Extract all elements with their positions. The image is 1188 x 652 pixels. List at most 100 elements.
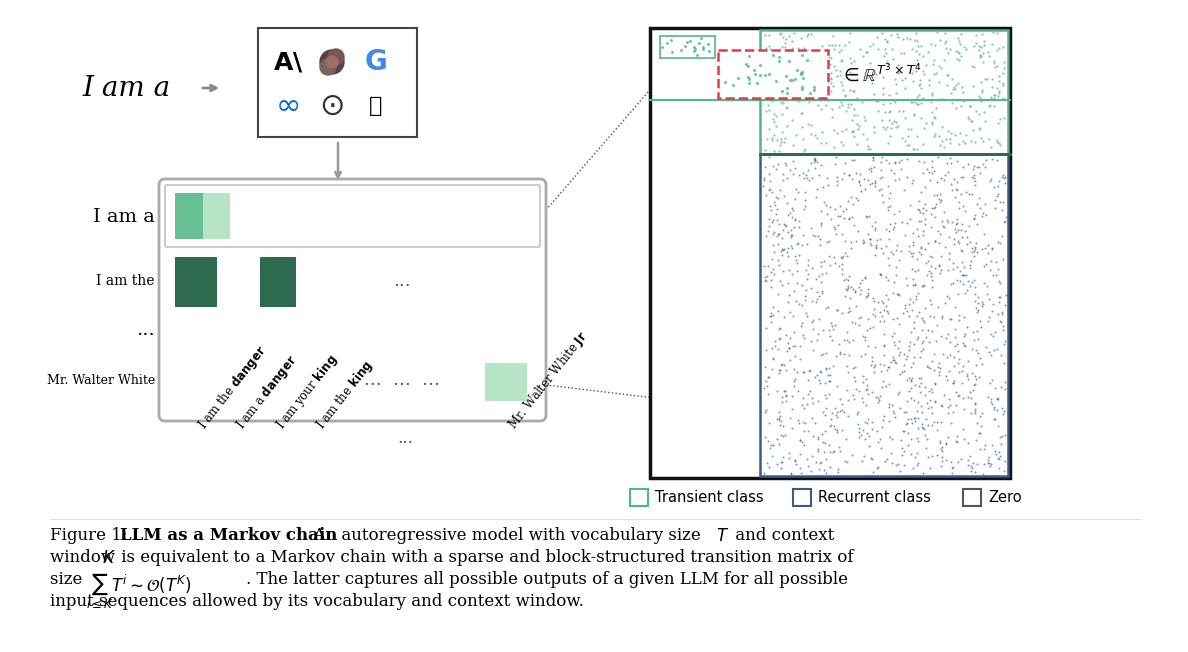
Point (820, 251, 839, 261)
Point (765, 197, 784, 207)
Point (909, 98, 928, 109)
Point (985, 55, 1004, 66)
Point (958, 231, 977, 242)
Point (822, 104, 841, 115)
Point (788, 415, 807, 426)
Point (988, 309, 1007, 319)
Point (785, 250, 804, 261)
Point (878, 252, 897, 263)
Point (923, 408, 942, 419)
Point (823, 361, 842, 371)
Point (862, 78, 881, 89)
Point (769, 344, 788, 355)
Point (839, 275, 858, 286)
Text: I am a: I am a (82, 74, 170, 102)
Point (942, 185, 961, 196)
Point (827, 71, 846, 82)
Point (781, 84, 800, 95)
Point (922, 402, 941, 412)
Point (820, 370, 839, 380)
Point (902, 361, 921, 372)
Point (849, 312, 868, 323)
Point (953, 257, 972, 267)
Point (904, 338, 923, 349)
Point (990, 292, 1009, 303)
Point (764, 228, 783, 239)
Point (972, 77, 991, 87)
Point (912, 187, 931, 198)
Point (779, 289, 798, 300)
Point (852, 185, 871, 196)
Point (908, 397, 927, 408)
Point (969, 91, 988, 101)
Point (832, 44, 851, 55)
Point (929, 366, 948, 377)
Point (914, 467, 933, 478)
Point (877, 365, 896, 376)
Point (790, 434, 809, 445)
Point (802, 466, 821, 477)
Point (816, 348, 835, 359)
Point (763, 160, 782, 171)
Point (947, 177, 966, 187)
Point (963, 188, 982, 199)
Point (897, 171, 916, 182)
Text: and context: and context (729, 527, 834, 544)
Point (978, 46, 997, 57)
Point (797, 239, 816, 249)
Point (979, 248, 998, 258)
Point (814, 66, 833, 76)
Point (783, 156, 802, 166)
Point (864, 155, 883, 165)
Point (853, 371, 872, 381)
Point (922, 39, 941, 50)
Point (933, 452, 952, 462)
Point (959, 158, 978, 169)
Point (771, 137, 790, 147)
Point (915, 156, 934, 167)
Point (796, 295, 815, 305)
Point (877, 155, 896, 166)
Point (891, 164, 910, 175)
Point (876, 44, 895, 54)
Point (996, 171, 1015, 182)
Point (846, 287, 865, 297)
Point (786, 296, 805, 306)
Point (968, 218, 987, 229)
Point (949, 389, 968, 400)
Point (769, 228, 788, 239)
Point (782, 241, 801, 252)
Point (892, 133, 911, 143)
Point (791, 435, 810, 445)
Point (916, 205, 935, 215)
Point (819, 180, 838, 190)
Point (865, 178, 884, 188)
Point (832, 137, 851, 147)
Point (792, 280, 811, 290)
Point (941, 153, 960, 163)
Point (841, 99, 860, 110)
Point (783, 140, 802, 151)
Point (771, 457, 790, 467)
Point (826, 204, 845, 215)
Point (801, 69, 820, 80)
Point (824, 61, 843, 72)
Circle shape (320, 59, 336, 75)
Text: $T$: $T$ (716, 527, 729, 545)
Point (963, 125, 982, 135)
Point (757, 106, 776, 116)
Point (785, 455, 804, 466)
Point (925, 312, 944, 323)
Bar (963, 489, 981, 506)
Point (896, 273, 915, 283)
Point (842, 317, 861, 327)
Bar (718, 50, 828, 98)
Point (823, 112, 842, 123)
Point (993, 254, 1012, 264)
Point (845, 220, 864, 230)
Point (757, 276, 776, 287)
Point (962, 256, 981, 266)
Point (974, 278, 993, 288)
Point (966, 244, 985, 254)
Point (773, 32, 792, 42)
